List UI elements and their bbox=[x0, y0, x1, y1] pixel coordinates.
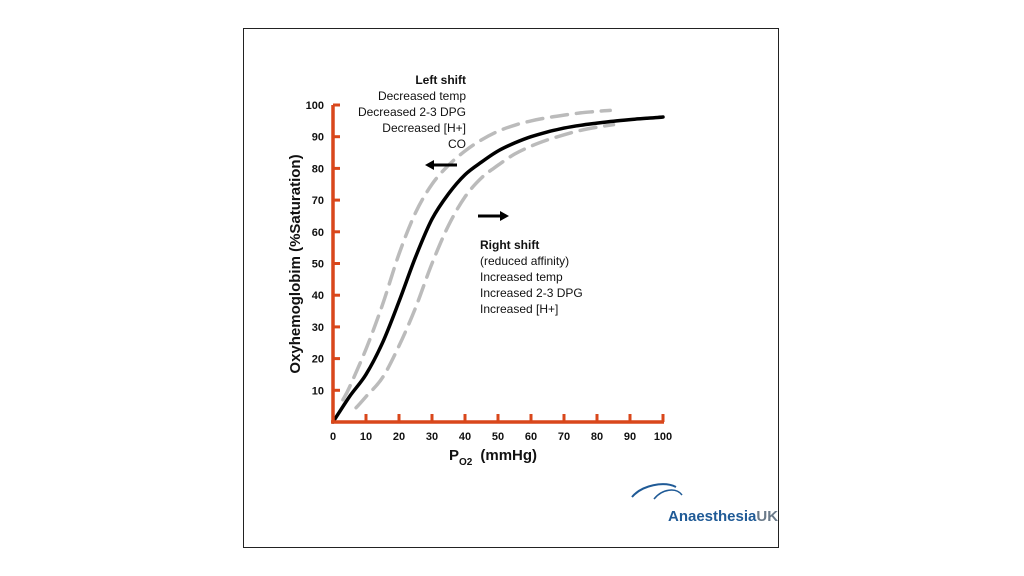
y-tick-label: 70 bbox=[312, 195, 324, 207]
shifted-curve-line bbox=[354, 122, 616, 410]
x-tick-label: 60 bbox=[525, 431, 537, 443]
x-axis-title-unit: (mmHg) bbox=[480, 447, 537, 464]
oxygen-dissociation-chart: 10 20 30 40 50 60 70 80 90 100 0 10 20 30 40 50 60 70 80 90… bbox=[287, 73, 778, 525]
logo-text-uk: UK bbox=[756, 508, 778, 525]
left-shift-line: Decreased 2-3 DPG bbox=[358, 105, 466, 119]
right-shift-title: Right shift bbox=[480, 238, 539, 252]
right-shift-line: (reduced affinity) bbox=[480, 254, 569, 268]
normal-curve-line bbox=[331, 115, 665, 424]
x-tick-label: 40 bbox=[459, 431, 471, 443]
right-arrow bbox=[478, 211, 509, 221]
y-tick-label: 100 bbox=[306, 100, 324, 112]
y-tick-label: 30 bbox=[312, 322, 324, 334]
y-tick-label: 60 bbox=[312, 227, 324, 239]
anaesthesiauk-logo: AnaesthesiaUK bbox=[631, 483, 778, 525]
x-tick-label: 50 bbox=[492, 431, 504, 443]
y-tick-label: 10 bbox=[312, 385, 324, 397]
x-tick-label: 80 bbox=[591, 431, 603, 443]
x-axis-title-subscript: O2 bbox=[459, 457, 473, 468]
x-axis-title: PO2 (mmHg) bbox=[449, 447, 537, 468]
right-shift-line: Increased temp bbox=[480, 270, 563, 284]
y-tick-label: 40 bbox=[312, 290, 324, 302]
y-tick-label: 90 bbox=[312, 132, 324, 144]
curves-layer bbox=[331, 108, 665, 424]
left-shift-annotation: Left shift Decreased temp Decreased 2-3 … bbox=[358, 73, 466, 151]
ticks-layer: 10 20 30 40 50 60 70 80 90 100 0 10 20 30 40 50 60 70 80 90… bbox=[306, 100, 673, 443]
y-axis-title: Oxyhemoglobim (%Saturation) bbox=[287, 154, 304, 373]
left-shift-line: Decreased temp bbox=[378, 89, 466, 103]
x-tick-label: 90 bbox=[624, 431, 636, 443]
x-tick-label: 20 bbox=[393, 431, 405, 443]
left-shift-title: Left shift bbox=[415, 73, 466, 87]
right-shift-line: Increased 2-3 DPG bbox=[480, 286, 583, 300]
svg-text:AnaesthesiaUK: AnaesthesiaUK bbox=[668, 508, 778, 525]
logo-text-anaesthesia: Anaesthesia bbox=[668, 508, 757, 525]
y-tick-label: 20 bbox=[312, 354, 324, 366]
y-tick-label: 80 bbox=[312, 163, 324, 175]
left-shift-line: CO bbox=[448, 137, 466, 151]
x-tick-label: 10 bbox=[360, 431, 372, 443]
shifted-curve-line bbox=[341, 108, 612, 402]
x-tick-label: 100 bbox=[654, 431, 672, 443]
right-shift-line: Increased [H+] bbox=[480, 302, 558, 316]
x-tick-label: 30 bbox=[426, 431, 438, 443]
left-arrow bbox=[425, 160, 457, 170]
right-shift-annotation: Right shift (reduced affinity) Increased… bbox=[480, 238, 583, 316]
x-tick-label: 70 bbox=[558, 431, 570, 443]
x-tick-label: 0 bbox=[330, 431, 336, 443]
left-shift-line: Decreased [H+] bbox=[382, 121, 466, 135]
x-axis-title-main: P bbox=[449, 447, 459, 464]
y-tick-label: 50 bbox=[312, 259, 324, 271]
chart-frame: 10 20 30 40 50 60 70 80 90 100 0 10 20 30 40 50 60 70 80 90… bbox=[243, 28, 779, 548]
